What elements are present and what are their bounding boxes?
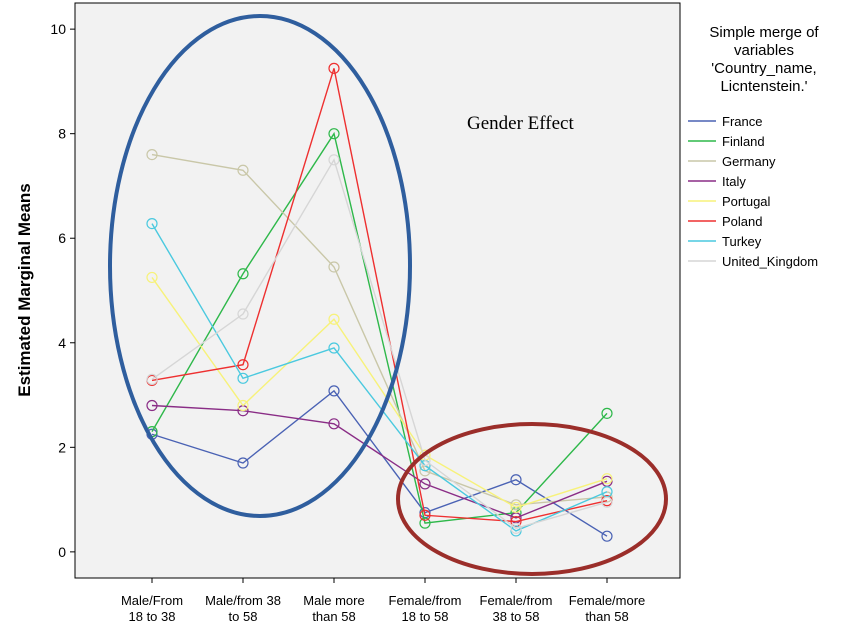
data-point-turkey <box>510 525 522 537</box>
legend-item-united-kingdom: United_Kingdom <box>688 254 818 269</box>
data-point-france <box>328 385 340 397</box>
data-point-portugal <box>510 501 522 514</box>
data-point-germany <box>146 148 158 161</box>
legend-label: United_Kingdom <box>722 254 818 269</box>
y-tick-label: 10 <box>50 21 66 37</box>
data-point-portugal <box>237 399 249 412</box>
data-point-poland <box>328 62 340 74</box>
series-italy <box>146 399 613 524</box>
data-point-portugal <box>601 473 613 485</box>
legend-label: Finland <box>722 134 765 149</box>
y-tick-label: 6 <box>58 230 66 246</box>
series-lines <box>146 62 613 542</box>
legend-label: Poland <box>722 214 762 229</box>
x-tick-label: than 58 <box>312 609 355 624</box>
series-line-italy <box>151 404 608 519</box>
legend-title: variables <box>734 42 794 59</box>
data-point-united-kingdom <box>601 496 613 508</box>
series-united-kingdom <box>146 154 613 534</box>
legend-title: 'Country_name, <box>711 60 816 77</box>
series-line-poland <box>151 68 608 523</box>
data-point-turkey <box>328 342 340 354</box>
y-axis-label: Estimated Marginal Means <box>15 183 34 397</box>
legend-label: Italy <box>722 174 746 189</box>
legend-label: Germany <box>722 154 776 169</box>
data-point-finland <box>419 517 431 529</box>
data-point-france <box>237 457 249 469</box>
legend-label: Turkey <box>722 234 762 249</box>
legend-title: Simple merge of <box>709 24 819 41</box>
x-tick-label: Female/more <box>569 593 646 608</box>
y-tick-label: 0 <box>58 544 66 560</box>
legend-item-finland: Finland <box>688 134 765 149</box>
data-point-united-kingdom <box>237 308 249 320</box>
data-point-poland <box>419 509 431 521</box>
data-point-turkey <box>146 217 158 230</box>
y-tick-label: 4 <box>58 335 66 351</box>
legend-label: France <box>722 114 762 129</box>
data-point-italy <box>419 478 431 490</box>
data-point-finland <box>237 268 249 280</box>
series-line-united-kingdom <box>151 158 608 530</box>
data-point-france <box>510 474 522 486</box>
x-tick-label: 18 to 38 <box>129 609 176 624</box>
male-group-ellipse <box>108 14 412 518</box>
plot-frame <box>74 2 681 579</box>
data-point-portugal <box>328 313 340 325</box>
x-tick-label: Male/From <box>121 593 183 608</box>
x-tick-label: 18 to 58 <box>402 609 449 624</box>
legend-item-italy: Italy <box>688 174 746 189</box>
x-tick-label: Male more <box>303 593 364 608</box>
data-point-portugal <box>146 271 158 284</box>
gender-effect-annotation: Gender Effect <box>467 113 574 134</box>
y-tick-label: 2 <box>58 439 66 455</box>
data-point-united-kingdom <box>510 522 522 534</box>
series-line-portugal <box>151 277 608 509</box>
data-point-germany <box>328 261 340 273</box>
data-point-italy <box>328 418 340 430</box>
data-point-france <box>601 530 613 542</box>
legend-item-germany: Germany <box>688 154 776 169</box>
data-point-finland <box>601 407 613 419</box>
data-point-turkey <box>237 372 249 384</box>
series-line-finland <box>151 131 608 524</box>
annotations: Gender Effect <box>108 14 668 576</box>
data-point-finland <box>328 128 340 140</box>
y-tick-label: 8 <box>58 126 66 142</box>
data-point-poland <box>237 359 249 371</box>
data-point-united-kingdom <box>146 373 158 385</box>
data-point-united-kingdom <box>328 154 340 166</box>
legend-item-portugal: Portugal <box>688 194 771 209</box>
x-tick-label: Female/from <box>480 593 553 608</box>
data-point-italy <box>146 399 158 412</box>
legend-item-poland: Poland <box>688 214 762 229</box>
female-group-ellipse <box>396 422 668 576</box>
y-axis: 0 2 4 6 8 10 <box>50 21 75 560</box>
legend-title: Licntenstein.' <box>720 78 807 95</box>
series-line-germany <box>151 153 608 506</box>
legend-item-turkey: Turkey <box>688 234 762 249</box>
series-portugal <box>146 271 613 514</box>
data-point-germany <box>237 164 249 176</box>
x-tick-label: Female/from <box>389 593 462 608</box>
legend-item-france: France <box>688 114 762 129</box>
x-tick-label: to 58 <box>229 609 258 624</box>
x-tick-label: Male/from 38 <box>205 593 281 608</box>
legend-label: Portugal <box>722 194 771 209</box>
legend: Simple merge ofvariables'Country_name,Li… <box>688 24 819 269</box>
x-tick-label: 38 to 58 <box>493 609 540 624</box>
x-tick-label: than 58 <box>585 609 628 624</box>
series-line-france <box>151 389 608 537</box>
